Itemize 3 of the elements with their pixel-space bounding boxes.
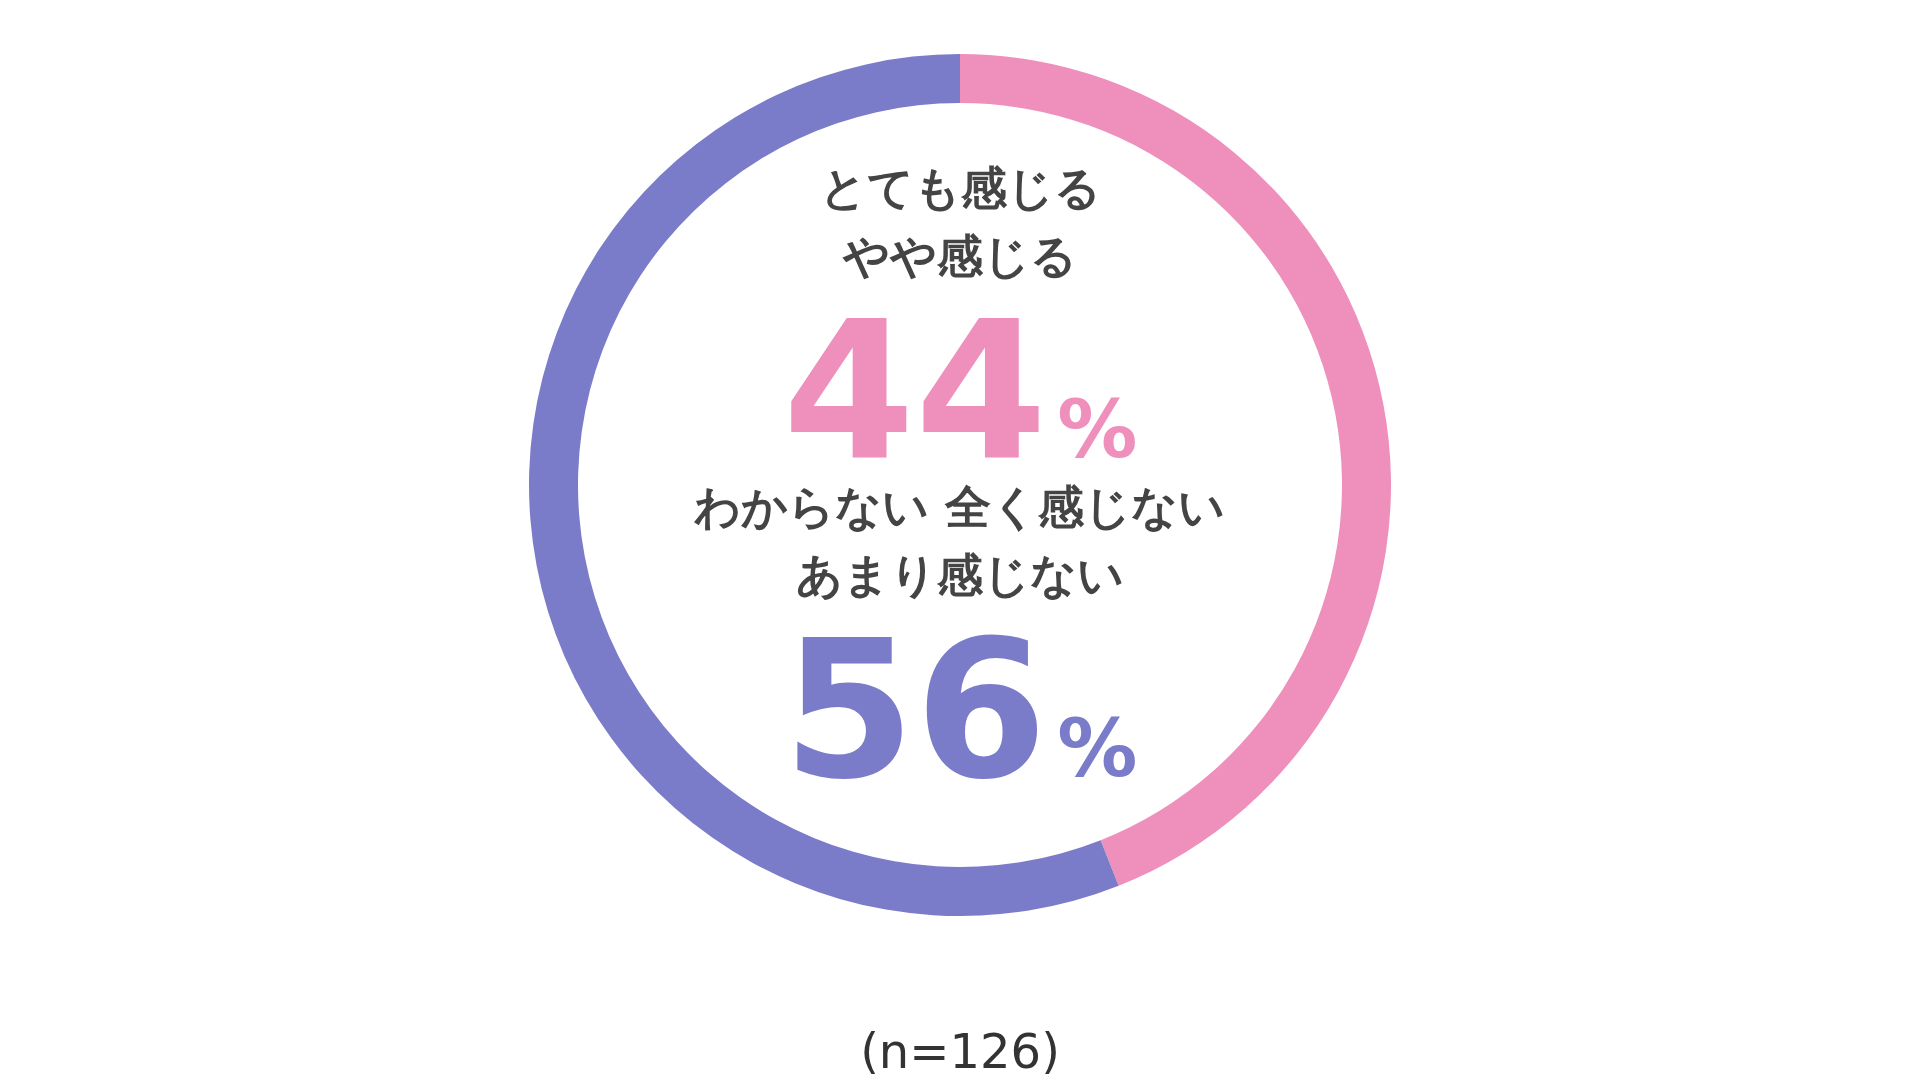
data-label: 56% (782, 600, 1138, 821)
slice-label: とても感じるやや感じる (819, 161, 1101, 283)
text: (n=126) (860, 1023, 1060, 1079)
